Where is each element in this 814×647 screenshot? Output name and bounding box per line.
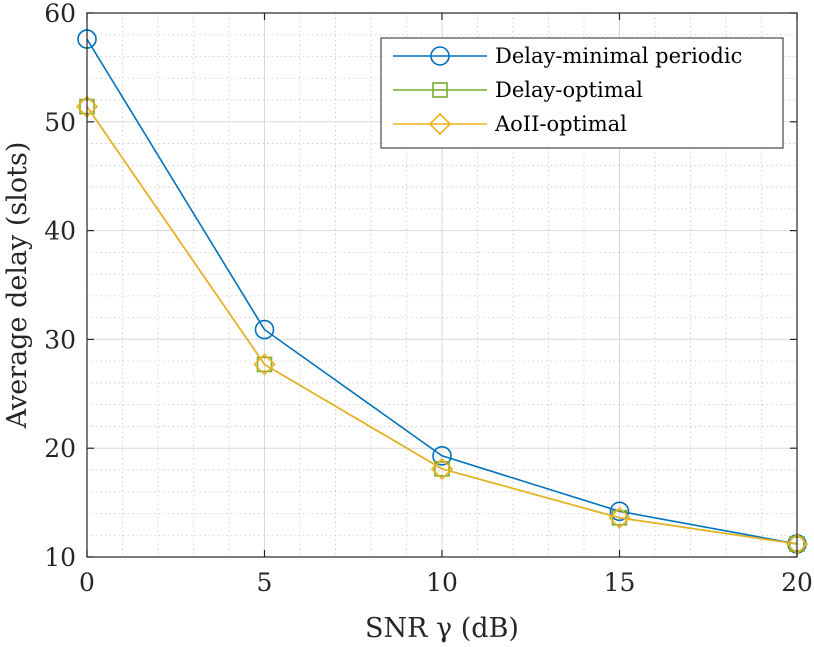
legend-label: Delay-minimal periodic bbox=[495, 44, 742, 68]
data-point bbox=[434, 461, 450, 477]
legend-marker bbox=[428, 112, 452, 136]
data-point bbox=[432, 446, 452, 466]
x-tick-label: 20 bbox=[781, 568, 813, 597]
data-point bbox=[253, 353, 276, 376]
legend-marker bbox=[430, 46, 450, 66]
legend-label: AoII-optimal bbox=[494, 112, 627, 136]
y-tick-label: 10 bbox=[44, 543, 76, 572]
tick-marks bbox=[86, 12, 798, 558]
x-tick-label: 0 bbox=[79, 568, 95, 597]
legend-label: Delay-optimal bbox=[495, 78, 643, 102]
data-point bbox=[256, 356, 273, 373]
legend: Delay-minimal periodic Delay-optimal AoII-… bbox=[380, 37, 784, 149]
x-tick-label: 10 bbox=[426, 568, 458, 597]
x-tick-labels: 0 5 10 15 20 bbox=[79, 568, 813, 597]
y-tick-label: 40 bbox=[44, 217, 76, 246]
data-point bbox=[609, 501, 630, 522]
y-tick-labels: 10 20 30 40 50 60 bbox=[44, 0, 76, 572]
x-tick-label: 5 bbox=[257, 568, 273, 597]
y-tick-label: 30 bbox=[44, 325, 76, 354]
y-tick-label: 60 bbox=[44, 0, 76, 28]
y-axis-title: Average delay (slots) bbox=[2, 142, 33, 430]
x-tick-label: 15 bbox=[604, 568, 636, 597]
data-point bbox=[430, 457, 454, 481]
legend-marker bbox=[432, 82, 448, 98]
series-line bbox=[86, 106, 798, 545]
data-point bbox=[254, 319, 275, 340]
series-line bbox=[86, 38, 798, 545]
y-tick-label: 20 bbox=[44, 434, 76, 463]
y-tick-label: 50 bbox=[44, 108, 76, 137]
x-axis-title: SNR γ (dB) bbox=[365, 613, 519, 644]
data-point bbox=[608, 506, 631, 529]
data-point bbox=[611, 510, 628, 526]
